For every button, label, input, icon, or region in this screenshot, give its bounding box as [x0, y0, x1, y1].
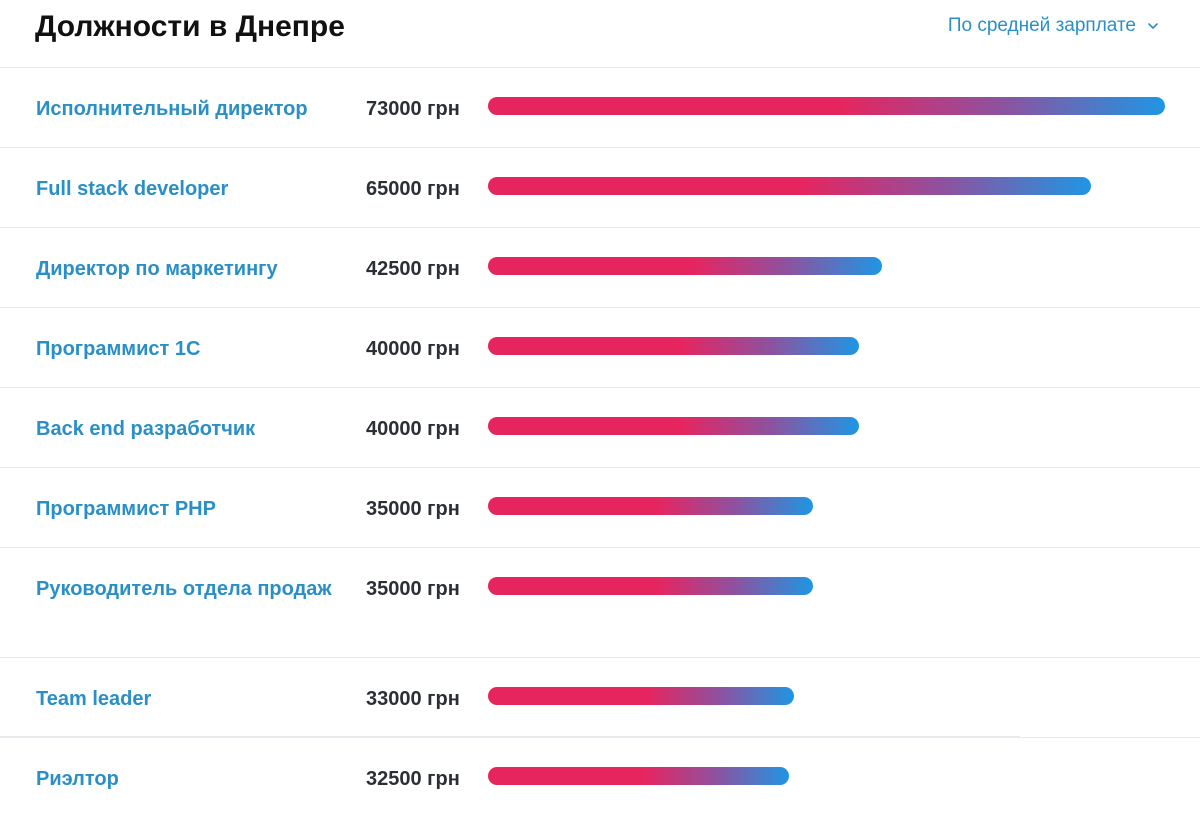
job-title-link[interactable]: Team leader [36, 688, 152, 710]
salary-bar [488, 417, 859, 435]
job-title-link[interactable]: Исполнительный директор [36, 98, 308, 120]
salary-label: 35000 грн [366, 498, 460, 520]
salary-chart: Исполнительный директор 73000 грн Full sta… [0, 68, 1200, 818]
salary-label: 35000 грн [366, 578, 460, 600]
table-row: Back end разработчик 40000 грн [0, 388, 1200, 468]
table-row: Исполнительный директор 73000 грн [0, 68, 1200, 148]
salary-label: 65000 грн [366, 178, 460, 200]
salary-bar [488, 177, 1091, 195]
salary-label: 42500 грн [366, 258, 460, 280]
job-title-link[interactable]: Full stack developer [36, 178, 229, 200]
salary-bar [488, 687, 794, 705]
salary-label: 40000 грн [366, 338, 460, 360]
salary-bar [488, 577, 813, 595]
job-title-link[interactable]: Директор по маркетингу [36, 258, 278, 280]
table-row: Руководитель отдела продаж 35000 грн [0, 548, 1200, 658]
row-divider [0, 736, 1020, 737]
page-title: Должности в Днепре [35, 10, 345, 43]
salary-bar [488, 337, 859, 355]
salary-bar [488, 767, 789, 785]
sort-dropdown[interactable]: По средней зарплате [948, 12, 1160, 40]
table-row: Программист 1С 40000 грн [0, 308, 1200, 388]
salary-label: 33000 грн [366, 688, 460, 710]
job-title-link[interactable]: Программист 1С [36, 338, 201, 360]
table-row: Риэлтор 32500 грн [0, 738, 1200, 818]
job-title-link[interactable]: Риэлтор [36, 768, 119, 790]
job-title-link[interactable]: Программист PHP [36, 498, 216, 520]
sort-dropdown-label: По средней зарплате [947, 15, 1136, 36]
table-row: Директор по маркетингу 42500 грн [0, 228, 1200, 308]
salary-label: 40000 грн [366, 418, 460, 440]
job-title-link[interactable]: Руководитель отдела продаж [36, 578, 332, 600]
salary-label: 32500 грн [366, 768, 460, 790]
salary-bar [488, 97, 1165, 115]
job-title-link[interactable]: Back end разработчик [36, 418, 256, 440]
salary-bar [488, 257, 882, 275]
table-row: Full stack developer 65000 грн [0, 148, 1200, 228]
page-header: Должности в Днепре По средней зарплате [0, 0, 1200, 68]
table-row: Программист PHP 35000 грн [0, 468, 1200, 548]
salary-label: 73000 грн [366, 98, 460, 120]
table-row: Team leader 33000 грн [0, 658, 1200, 738]
salary-bar [488, 497, 813, 515]
chevron-down-icon [1148, 23, 1158, 29]
